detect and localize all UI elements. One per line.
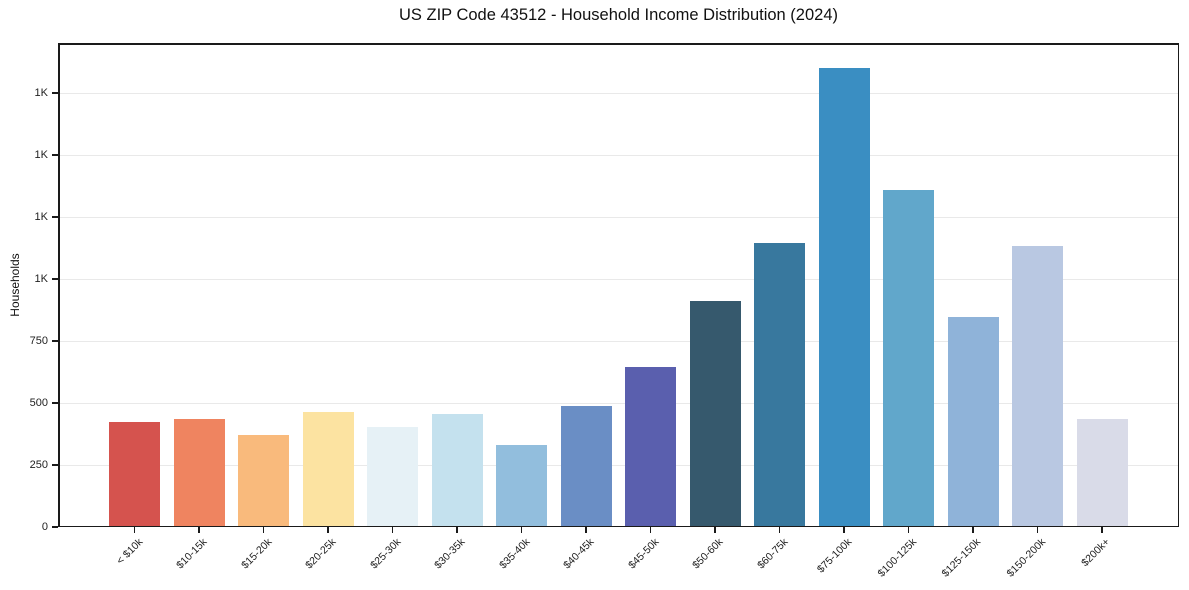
bar: [302, 411, 354, 527]
x-tick-label: $50-60k: [690, 536, 726, 572]
bar: [818, 68, 870, 527]
y-tick-mark: [52, 216, 58, 218]
y-tick-label: 1K: [34, 273, 48, 286]
x-tick-label: $150-200k: [1004, 536, 1048, 580]
x-tick-label: $10-15k: [174, 536, 210, 572]
y-tick-mark: [52, 464, 58, 466]
bar: [1012, 245, 1063, 527]
x-tick-mark: [907, 527, 910, 533]
bar: [238, 434, 289, 527]
bar: [754, 243, 805, 527]
y-tick-mark: [52, 526, 58, 528]
y-tick-label: 750: [29, 335, 48, 348]
x-tick-mark: [391, 527, 394, 533]
x-tick-mark: [198, 527, 200, 533]
gridline: [58, 464, 1179, 466]
x-tick-label: $200k+: [1079, 536, 1113, 570]
x-tick-mark: [133, 527, 136, 533]
x-tick-mark: [1101, 527, 1103, 533]
x-tick-label: $100-125k: [875, 536, 919, 580]
bar: [560, 405, 612, 527]
gridline: [58, 278, 1179, 280]
bar: [1076, 419, 1128, 527]
bar: [883, 189, 934, 527]
x-tick-label: $15-20k: [238, 536, 274, 572]
x-tick-mark: [585, 527, 587, 533]
bar: [947, 317, 999, 527]
x-tick-mark: [714, 527, 716, 533]
y-tick-label: 500: [29, 397, 48, 410]
gridline: [58, 92, 1179, 94]
x-tick-mark: [262, 527, 265, 533]
bar: [496, 445, 547, 527]
x-tick-mark: [843, 527, 845, 533]
bar: [173, 419, 225, 527]
y-tick-label: 1K: [34, 87, 48, 100]
bar: [431, 414, 483, 527]
x-tick-label: $25-30k: [367, 536, 403, 572]
x-tick-label: $60-75k: [754, 536, 790, 572]
x-tick-mark: [327, 527, 329, 533]
bar: [109, 421, 160, 527]
gridline: [58, 154, 1179, 156]
y-tick-label: 250: [29, 459, 48, 471]
x-tick-label: $40-45k: [561, 536, 597, 572]
x-tick-label: $45-50k: [625, 536, 661, 572]
bar: [625, 367, 676, 527]
y-tick-label: 1K: [34, 149, 48, 162]
y-tick-mark: [52, 402, 58, 404]
x-tick-mark: [972, 527, 974, 533]
y-tick-mark: [52, 92, 58, 94]
chart-title: US ZIP Code 43512 - Household Income Dis…: [398, 6, 838, 24]
x-tick-label: $30-35k: [432, 536, 468, 572]
gridline: [58, 340, 1179, 342]
x-tick-mark: [1036, 527, 1039, 533]
axis-spine: [1177, 43, 1179, 527]
axis-spine: [58, 525, 1179, 527]
y-tick-mark: [52, 278, 58, 280]
plot-area: [58, 43, 1179, 527]
x-tick-mark: [456, 527, 458, 533]
axis-spine: [58, 43, 1179, 45]
x-tick-label: $35-40k: [496, 536, 532, 572]
x-tick-label: $75-100k: [815, 536, 855, 576]
x-tick-mark: [778, 527, 781, 533]
x-tick-label: $20-25k: [303, 536, 339, 572]
axis-spine: [58, 43, 60, 527]
y-tick-mark: [52, 154, 58, 156]
bar: [689, 301, 741, 527]
gridline: [58, 216, 1179, 218]
x-tick-mark: [649, 527, 652, 533]
x-tick-label: $125-150k: [939, 536, 984, 580]
gridline: [58, 402, 1179, 404]
x-tick-mark: [520, 527, 523, 533]
x-tick-label: < $10k: [113, 536, 145, 567]
y-tick-mark: [52, 340, 58, 342]
bar: [367, 426, 418, 527]
y-tick-label: 1K: [34, 211, 48, 224]
y-tick-label: 0: [41, 521, 48, 533]
